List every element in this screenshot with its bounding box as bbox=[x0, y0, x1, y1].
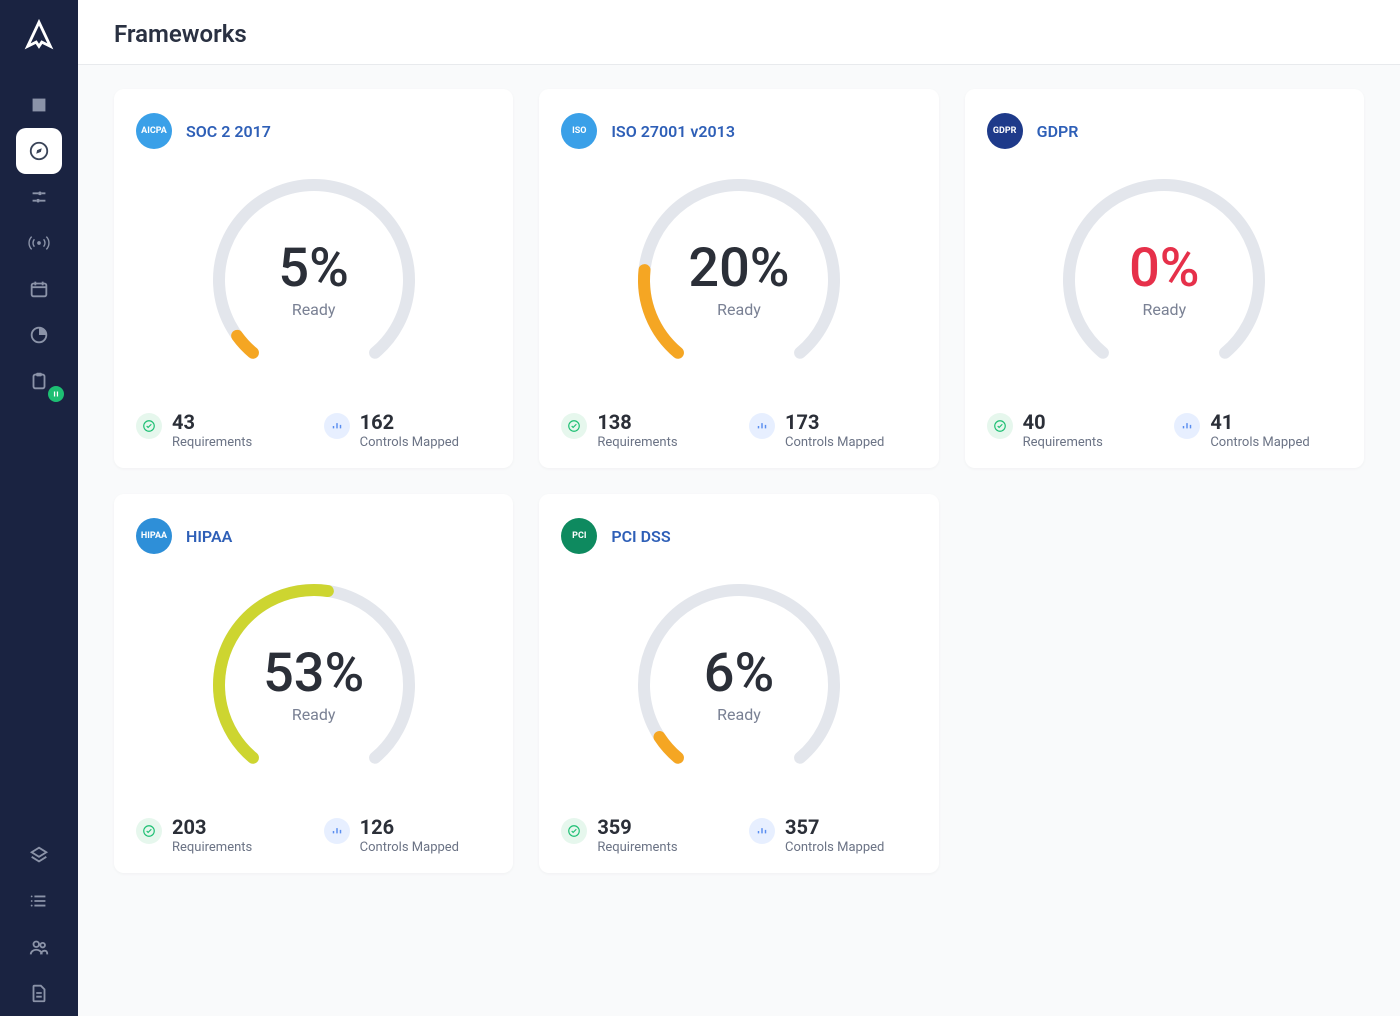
nav-calendar-icon[interactable] bbox=[16, 266, 62, 312]
requirements-value: 203 bbox=[172, 816, 252, 838]
gauge: 6% Ready bbox=[561, 562, 916, 812]
frameworks-grid: AICPA SOC 2 2017 5% Ready 43 Requirem bbox=[114, 89, 1364, 873]
gauge-label: Ready bbox=[717, 300, 761, 319]
framework-card-iso27001[interactable]: ISO ISO 27001 v2013 20% Ready 138 Req bbox=[539, 89, 938, 468]
framework-card-soc2[interactable]: AICPA SOC 2 2017 5% Ready 43 Requirem bbox=[114, 89, 513, 468]
content-area: AICPA SOC 2 2017 5% Ready 43 Requirem bbox=[78, 65, 1400, 1016]
page-header: Frameworks bbox=[78, 0, 1400, 65]
nav-file-icon[interactable] bbox=[16, 970, 62, 1016]
controls-value: 173 bbox=[785, 411, 884, 433]
framework-icon: ISO bbox=[561, 113, 597, 149]
requirements-value: 43 bbox=[172, 411, 252, 433]
framework-icon: PCI bbox=[561, 518, 597, 554]
card-header: HIPAA HIPAA bbox=[136, 518, 491, 554]
controls-label: Controls Mapped bbox=[360, 435, 459, 450]
requirements-value: 359 bbox=[597, 816, 677, 838]
framework-icon: HIPAA bbox=[136, 518, 172, 554]
bars-icon bbox=[749, 413, 775, 439]
stat-controls: 162 Controls Mapped bbox=[324, 411, 492, 450]
gauge: 53% Ready bbox=[136, 562, 491, 812]
stat-requirements: 203 Requirements bbox=[136, 816, 304, 855]
card-stats: 203 Requirements 126 Controls Mapped bbox=[136, 812, 491, 855]
check-icon bbox=[136, 413, 162, 439]
card-stats: 359 Requirements 357 Controls Mapped bbox=[561, 812, 916, 855]
card-stats: 40 Requirements 41 Controls Mapped bbox=[987, 407, 1342, 450]
gauge-label: Ready bbox=[1143, 300, 1187, 319]
framework-title: ISO 27001 v2013 bbox=[611, 122, 735, 141]
framework-card-gdpr[interactable]: GDPR GDPR 0% Ready 40 Requirements bbox=[965, 89, 1364, 468]
check-icon bbox=[987, 413, 1013, 439]
gauge-percent: 0% bbox=[1129, 242, 1199, 296]
bars-icon bbox=[324, 818, 350, 844]
framework-card-pci[interactable]: PCI PCI DSS 6% Ready 359 Requirements bbox=[539, 494, 938, 873]
card-header: GDPR GDPR bbox=[987, 113, 1342, 149]
card-stats: 43 Requirements 162 Controls Mapped bbox=[136, 407, 491, 450]
gauge-percent: 20% bbox=[688, 242, 789, 296]
nav-sliders-icon[interactable] bbox=[16, 174, 62, 220]
sidebar bbox=[0, 0, 78, 1016]
nav-layers-icon[interactable] bbox=[16, 832, 62, 878]
bars-icon bbox=[749, 818, 775, 844]
stat-requirements: 40 Requirements bbox=[987, 411, 1155, 450]
card-header: AICPA SOC 2 2017 bbox=[136, 113, 491, 149]
stat-controls: 173 Controls Mapped bbox=[749, 411, 917, 450]
gauge-percent: 53% bbox=[263, 647, 364, 701]
app-logo bbox=[22, 18, 56, 52]
nav-badge bbox=[48, 386, 64, 402]
requirements-label: Requirements bbox=[172, 435, 252, 450]
stat-controls: 126 Controls Mapped bbox=[324, 816, 492, 855]
requirements-label: Requirements bbox=[597, 840, 677, 855]
requirements-value: 138 bbox=[597, 411, 677, 433]
framework-title: GDPR bbox=[1037, 122, 1079, 141]
framework-icon: AICPA bbox=[136, 113, 172, 149]
controls-label: Controls Mapped bbox=[360, 840, 459, 855]
gauge-percent: 5% bbox=[278, 242, 348, 296]
controls-value: 41 bbox=[1210, 411, 1309, 433]
controls-label: Controls Mapped bbox=[785, 840, 884, 855]
gauge-percent: 6% bbox=[704, 647, 774, 701]
card-header: PCI PCI DSS bbox=[561, 518, 916, 554]
framework-title: HIPAA bbox=[186, 527, 232, 546]
card-header: ISO ISO 27001 v2013 bbox=[561, 113, 916, 149]
card-stats: 138 Requirements 173 Controls Mapped bbox=[561, 407, 916, 450]
stat-controls: 41 Controls Mapped bbox=[1174, 411, 1342, 450]
nav-dashboard-icon[interactable] bbox=[16, 82, 62, 128]
stat-controls: 357 Controls Mapped bbox=[749, 816, 917, 855]
gauge: 0% Ready bbox=[987, 157, 1342, 407]
controls-label: Controls Mapped bbox=[1210, 435, 1309, 450]
framework-card-hipaa[interactable]: HIPAA HIPAA 53% Ready 203 Requirement bbox=[114, 494, 513, 873]
controls-value: 162 bbox=[360, 411, 459, 433]
controls-label: Controls Mapped bbox=[785, 435, 884, 450]
nav-users-icon[interactable] bbox=[16, 924, 62, 970]
page-title: Frameworks bbox=[114, 20, 1364, 48]
nav-list-icon[interactable] bbox=[16, 878, 62, 924]
framework-icon: GDPR bbox=[987, 113, 1023, 149]
requirements-label: Requirements bbox=[597, 435, 677, 450]
gauge-label: Ready bbox=[292, 300, 336, 319]
gauge-label: Ready bbox=[717, 705, 761, 724]
main-content: Frameworks AICPA SOC 2 2017 5% Ready bbox=[78, 0, 1400, 1016]
requirements-value: 40 bbox=[1023, 411, 1103, 433]
requirements-label: Requirements bbox=[1023, 435, 1103, 450]
stat-requirements: 359 Requirements bbox=[561, 816, 729, 855]
nav-clipboard-icon[interactable] bbox=[16, 358, 62, 404]
requirements-label: Requirements bbox=[172, 840, 252, 855]
framework-title: PCI DSS bbox=[611, 527, 670, 546]
stat-requirements: 138 Requirements bbox=[561, 411, 729, 450]
bars-icon bbox=[324, 413, 350, 439]
check-icon bbox=[561, 818, 587, 844]
gauge-label: Ready bbox=[292, 705, 336, 724]
nav-pie-icon[interactable] bbox=[16, 312, 62, 358]
framework-title: SOC 2 2017 bbox=[186, 122, 271, 141]
bars-icon bbox=[1174, 413, 1200, 439]
gauge: 5% Ready bbox=[136, 157, 491, 407]
check-icon bbox=[561, 413, 587, 439]
nav-broadcast-icon[interactable] bbox=[16, 220, 62, 266]
nav-compass-icon[interactable] bbox=[16, 128, 62, 174]
controls-value: 357 bbox=[785, 816, 884, 838]
gauge: 20% Ready bbox=[561, 157, 916, 407]
check-icon bbox=[136, 818, 162, 844]
controls-value: 126 bbox=[360, 816, 459, 838]
stat-requirements: 43 Requirements bbox=[136, 411, 304, 450]
